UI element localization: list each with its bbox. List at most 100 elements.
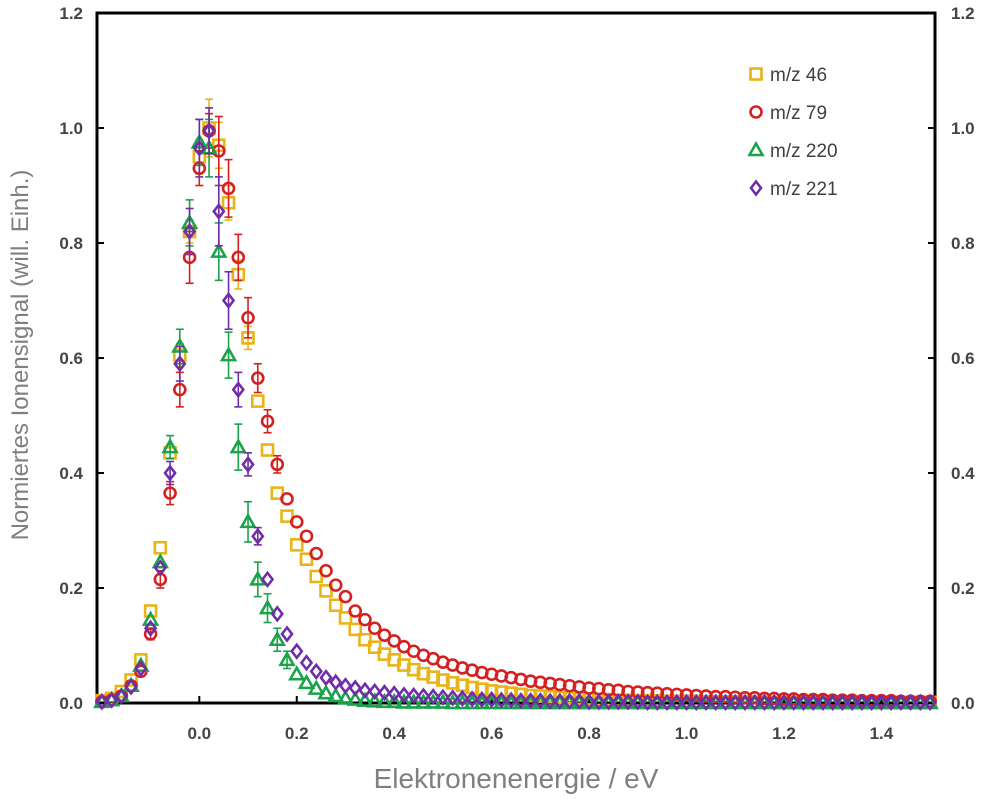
data-point bbox=[385, 692, 403, 709]
data-point bbox=[329, 673, 343, 691]
data-point bbox=[251, 527, 265, 545]
data-point bbox=[161, 437, 179, 454]
data-point bbox=[826, 693, 840, 712]
data-point bbox=[288, 665, 306, 681]
data-point bbox=[514, 692, 528, 710]
legend-marker bbox=[749, 67, 763, 81]
y-tick-label-right: 0.6 bbox=[951, 349, 975, 368]
data-point bbox=[270, 605, 284, 623]
data-point bbox=[689, 693, 703, 712]
data-point bbox=[182, 222, 197, 241]
data-point bbox=[365, 692, 384, 708]
data-point bbox=[670, 693, 684, 712]
y-tick-label-right: 0.2 bbox=[951, 579, 975, 598]
data-point bbox=[270, 457, 285, 472]
y-tick-label-left: 0.0 bbox=[59, 694, 83, 713]
data-point bbox=[124, 678, 138, 696]
data-point bbox=[903, 693, 918, 712]
series-diamond bbox=[95, 107, 937, 712]
data-point bbox=[348, 679, 362, 697]
data-point bbox=[297, 673, 316, 690]
data-point bbox=[358, 681, 372, 699]
x-tick-label: 0.2 bbox=[285, 724, 309, 743]
data-point bbox=[621, 693, 635, 711]
data-point bbox=[309, 546, 324, 561]
data-point bbox=[845, 693, 859, 712]
data-point bbox=[475, 690, 489, 709]
legend-marker bbox=[749, 105, 763, 119]
data-point bbox=[728, 693, 742, 712]
data-point bbox=[533, 692, 548, 710]
data-point bbox=[153, 559, 167, 577]
data-point bbox=[395, 693, 413, 709]
data-point bbox=[219, 345, 238, 362]
data-point bbox=[338, 589, 353, 604]
data-point bbox=[835, 693, 850, 712]
data-point bbox=[424, 693, 442, 709]
data-point bbox=[387, 685, 401, 703]
data-point bbox=[777, 693, 791, 712]
data-point bbox=[280, 625, 294, 643]
data-point bbox=[572, 692, 586, 710]
y-tick-label-left: 1.0 bbox=[59, 119, 83, 138]
y-tick-label-left: 0.6 bbox=[59, 349, 83, 368]
data-point bbox=[336, 689, 355, 705]
y-tick-label-right: 1.0 bbox=[951, 119, 975, 138]
data-point bbox=[738, 693, 752, 712]
data-point bbox=[338, 611, 353, 625]
data-point bbox=[173, 355, 187, 373]
x-tick-label: 0.6 bbox=[480, 724, 504, 743]
data-point bbox=[268, 630, 286, 647]
data-point bbox=[397, 686, 411, 704]
x-tick-label: 1.4 bbox=[870, 724, 894, 743]
x-tick-label: 1.0 bbox=[675, 724, 699, 743]
data-point bbox=[796, 693, 811, 712]
data-point bbox=[748, 693, 762, 712]
x-axis: 0.0 0.2 0.4 0.6 0.8 1.0 1.2 1.4 bbox=[187, 696, 894, 743]
data-point bbox=[348, 622, 363, 637]
data-point bbox=[319, 563, 333, 578]
data-point bbox=[143, 604, 158, 618]
data-point bbox=[356, 691, 374, 708]
data-point bbox=[855, 693, 869, 712]
data-point bbox=[299, 552, 314, 567]
data-point bbox=[679, 693, 694, 712]
data-point bbox=[816, 693, 830, 712]
data-point bbox=[317, 684, 335, 700]
data-point bbox=[309, 569, 324, 584]
data-point bbox=[416, 687, 431, 705]
data-point bbox=[582, 693, 596, 711]
data-point bbox=[865, 693, 879, 712]
data-point bbox=[221, 291, 236, 310]
data-point bbox=[163, 464, 177, 482]
data-point bbox=[611, 693, 625, 711]
data-point bbox=[718, 693, 733, 712]
data-point bbox=[465, 690, 479, 708]
data-point bbox=[299, 529, 314, 544]
data-point bbox=[631, 693, 645, 711]
legend-marker bbox=[747, 140, 765, 157]
data-point bbox=[404, 693, 423, 709]
data-points bbox=[93, 98, 939, 712]
data-point bbox=[367, 621, 382, 636]
data-point bbox=[221, 181, 236, 196]
data-point bbox=[894, 693, 908, 712]
data-point bbox=[328, 578, 343, 592]
legend: m/z 46 m/z 79 m/z 220 m/z 221 bbox=[747, 65, 838, 200]
data-point bbox=[289, 515, 304, 529]
data-point bbox=[192, 139, 206, 157]
legend-marker bbox=[749, 179, 763, 197]
data-point bbox=[241, 455, 255, 474]
x-tick-label: 1.2 bbox=[772, 724, 796, 743]
data-point bbox=[874, 693, 889, 712]
legend-label: m/z 221 bbox=[770, 179, 838, 200]
data-point bbox=[787, 693, 801, 712]
data-point bbox=[446, 689, 460, 707]
legend-label: m/z 220 bbox=[770, 141, 838, 162]
data-point bbox=[434, 693, 452, 709]
data-point bbox=[884, 693, 898, 712]
data-point bbox=[601, 693, 616, 711]
data-point bbox=[280, 509, 294, 523]
data-point bbox=[319, 584, 333, 598]
